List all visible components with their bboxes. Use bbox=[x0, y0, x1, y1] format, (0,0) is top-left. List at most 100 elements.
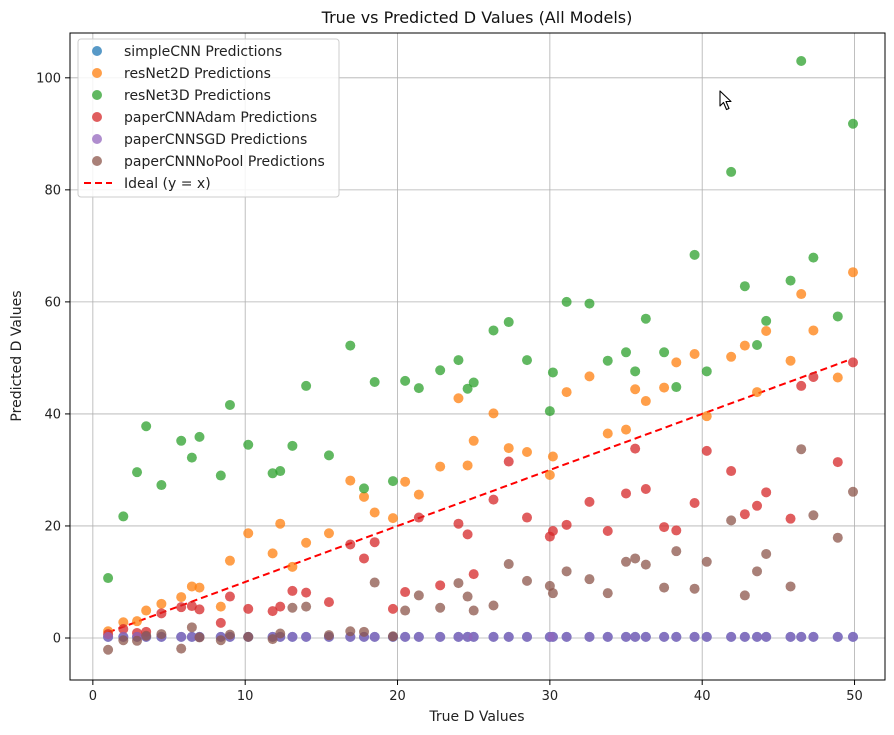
data-point bbox=[785, 631, 796, 642]
data-point bbox=[561, 519, 572, 530]
data-point bbox=[387, 476, 398, 487]
data-point bbox=[132, 616, 143, 627]
data-point bbox=[435, 461, 446, 472]
data-point bbox=[561, 296, 572, 307]
data-point bbox=[215, 470, 226, 481]
data-point bbox=[544, 406, 555, 417]
data-point bbox=[156, 608, 167, 619]
data-point bbox=[547, 631, 558, 642]
data-point bbox=[752, 340, 763, 351]
data-point bbox=[630, 443, 641, 454]
data-point bbox=[453, 518, 464, 529]
data-point bbox=[522, 631, 533, 642]
data-point bbox=[761, 326, 772, 337]
data-point bbox=[323, 450, 334, 461]
data-point bbox=[118, 511, 129, 522]
data-point bbox=[267, 548, 278, 559]
plot-area bbox=[69, 32, 886, 681]
data-point bbox=[359, 626, 370, 637]
data-point bbox=[689, 249, 700, 260]
data-point bbox=[488, 408, 499, 419]
data-point bbox=[701, 445, 712, 456]
data-point bbox=[602, 355, 613, 366]
data-point bbox=[413, 383, 424, 394]
legend-label: paperCNNSGD Predictions bbox=[124, 132, 307, 148]
legend-label: Ideal (y = x) bbox=[124, 176, 211, 192]
data-point bbox=[671, 382, 682, 393]
data-point bbox=[387, 513, 398, 524]
legend-marker bbox=[92, 46, 102, 56]
data-point bbox=[726, 631, 737, 642]
data-point bbox=[462, 591, 473, 602]
data-point bbox=[267, 606, 278, 617]
data-point bbox=[141, 630, 152, 641]
data-point bbox=[761, 315, 772, 326]
data-point bbox=[584, 631, 595, 642]
data-point bbox=[323, 630, 334, 641]
mouse-pointer-icon bbox=[719, 90, 732, 111]
data-point bbox=[323, 528, 334, 539]
data-point bbox=[369, 376, 380, 387]
ideal-line bbox=[107, 359, 848, 634]
data-point bbox=[561, 566, 572, 577]
data-point bbox=[602, 588, 613, 599]
data-point bbox=[621, 424, 632, 435]
data-point bbox=[387, 631, 398, 642]
data-point bbox=[640, 631, 651, 642]
data-point bbox=[156, 629, 167, 640]
legend-box bbox=[77, 38, 340, 198]
data-point bbox=[176, 592, 187, 603]
data-point bbox=[468, 435, 479, 446]
series-6 bbox=[103, 444, 859, 655]
legend-marker bbox=[92, 68, 102, 78]
data-point bbox=[359, 491, 370, 502]
data-point bbox=[267, 468, 278, 479]
data-point bbox=[275, 601, 286, 612]
data-point bbox=[186, 622, 197, 633]
data-point bbox=[547, 451, 558, 462]
data-point bbox=[194, 632, 205, 643]
data-point bbox=[640, 559, 651, 570]
data-point bbox=[156, 480, 167, 491]
data-point bbox=[141, 421, 152, 432]
data-point bbox=[301, 631, 312, 642]
data-point bbox=[752, 566, 763, 577]
data-point bbox=[186, 631, 197, 642]
data-point bbox=[739, 509, 750, 520]
data-point bbox=[287, 602, 298, 613]
data-point bbox=[621, 347, 632, 358]
data-point bbox=[468, 569, 479, 580]
data-point bbox=[689, 348, 700, 359]
data-point bbox=[243, 439, 254, 450]
data-point bbox=[301, 601, 312, 612]
data-point bbox=[848, 631, 859, 642]
legend-marker bbox=[92, 90, 102, 100]
y-axis-label: Predicted D Values bbox=[9, 290, 25, 421]
data-point bbox=[369, 577, 380, 588]
legend-label: paperCNNNoPool Predictions bbox=[124, 154, 325, 170]
data-point bbox=[671, 546, 682, 557]
data-point bbox=[640, 396, 651, 407]
data-point bbox=[761, 487, 772, 498]
data-point bbox=[547, 367, 558, 378]
data-point bbox=[194, 431, 205, 442]
data-point bbox=[215, 635, 226, 646]
data-point bbox=[468, 631, 479, 642]
data-point bbox=[621, 488, 632, 499]
data-point bbox=[186, 601, 197, 612]
x-axis-ticks: 0 10 20 30 40 50 bbox=[89, 680, 863, 704]
data-point bbox=[671, 631, 682, 642]
y-tick-label: 0 bbox=[53, 631, 61, 646]
data-point bbox=[224, 591, 235, 602]
data-point bbox=[194, 582, 205, 593]
x-tick-label: 0 bbox=[89, 689, 97, 704]
data-point bbox=[369, 507, 380, 518]
legend-marker bbox=[92, 134, 102, 144]
data-point bbox=[739, 340, 750, 351]
data-point bbox=[369, 631, 380, 642]
data-point bbox=[584, 298, 595, 309]
y-axis-ticks: 0 20 40 60 80 100 bbox=[36, 71, 70, 646]
data-point bbox=[701, 556, 712, 567]
data-point bbox=[345, 340, 356, 351]
data-point bbox=[752, 387, 763, 398]
